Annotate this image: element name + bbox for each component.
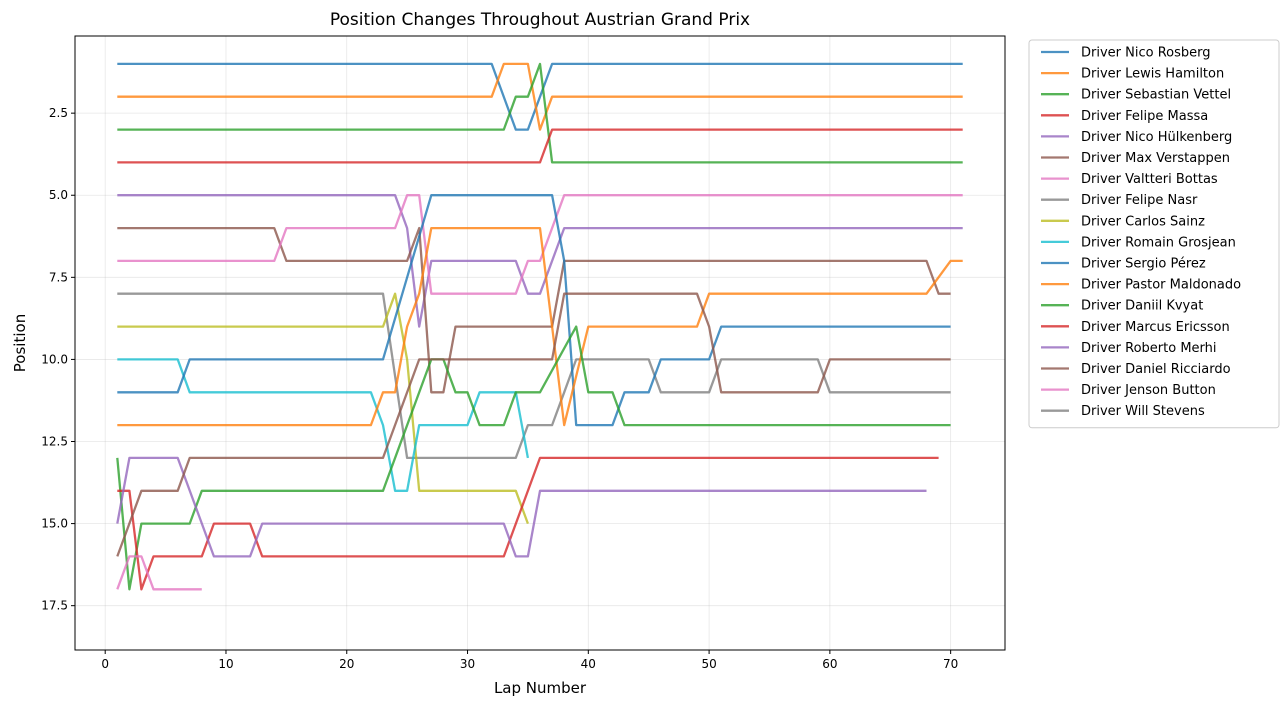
series-line-8 (117, 292, 951, 460)
x-tick-label: 10 (218, 657, 233, 671)
axis-ticks: 0 10 20 30 40 50 60 70 2.5 5.0 7.5 10.0 12.5 15.0 17.5 (41, 106, 958, 671)
series-line-3 (117, 62, 963, 164)
y-tick-label: 2.5 (49, 106, 68, 120)
x-axis-label: Lap Number (494, 679, 587, 697)
y-axis-label: Position (11, 314, 29, 372)
series-line-12 (117, 226, 963, 427)
legend-label: Driver Roberto Merhi (1081, 341, 1217, 356)
series-line-2 (117, 62, 963, 131)
series-line-4 (117, 128, 963, 164)
x-tick-label: 50 (701, 657, 716, 671)
legend-label: Driver Will Stevens (1081, 404, 1205, 419)
legend-label: Driver Sergio Pérez (1081, 257, 1206, 272)
x-tick-label: 0 (101, 657, 109, 671)
series-line-9 (117, 292, 529, 524)
x-tick-label: 40 (581, 657, 596, 671)
series-lines (116, 62, 963, 591)
y-tick-label: 10.0 (41, 352, 68, 366)
legend: Driver Nico Rosberg Driver Lewis Hamilton… (1028, 39, 1280, 429)
series-line-6 (117, 226, 951, 394)
legend-label: Driver Marcus Ericsson (1081, 320, 1230, 335)
series-line-10 (117, 358, 530, 492)
plot-frame (74, 35, 1006, 651)
legend-label: Driver Nico Hülkenberg (1081, 130, 1232, 145)
legend-label: Driver Max Verstappen (1081, 151, 1230, 166)
legend-frame (1028, 39, 1280, 429)
x-tick-label: 70 (943, 657, 958, 671)
x-tick-label: 30 (460, 657, 475, 671)
series-line-1 (117, 62, 963, 131)
x-tick-label: 20 (339, 657, 354, 671)
y-tick-label: 15.0 (41, 517, 68, 531)
legend-label: Driver Carlos Sainz (1081, 214, 1205, 229)
series-line-11 (117, 194, 951, 427)
series-line-7 (117, 194, 963, 295)
legend-label: Driver Felipe Nasr (1081, 193, 1198, 208)
legend-label: Driver Daniil Kvyat (1081, 299, 1203, 314)
legend-label: Driver Nico Rosberg (1081, 46, 1211, 61)
series-line-16 (116, 292, 951, 557)
legend-label: Driver Felipe Massa (1081, 109, 1208, 124)
legend-label: Driver Valtteri Bottas (1081, 172, 1218, 187)
y-tick-label: 7.5 (49, 270, 68, 284)
legend-label: Driver Sebastian Vettel (1081, 88, 1231, 103)
x-tick-label: 60 (822, 657, 837, 671)
legend-label: Driver Daniel Ricciardo (1081, 362, 1231, 377)
legend-label: Driver Romain Grosjean (1081, 235, 1236, 250)
series-line-17 (116, 555, 202, 591)
y-tick-label: 17.5 (41, 599, 68, 613)
series-line-13 (116, 325, 951, 591)
legend-label: Driver Jenson Button (1081, 383, 1216, 398)
y-tick-label: 5.0 (49, 188, 68, 202)
y-tick-label: 12.5 (41, 435, 68, 449)
legend-label: Driver Lewis Hamilton (1081, 67, 1224, 82)
series-line-15 (116, 456, 927, 558)
legend-label: Driver Pastor Maldonado (1081, 278, 1241, 293)
chart-title: Position Changes Throughout Austrian Gra… (330, 10, 750, 30)
